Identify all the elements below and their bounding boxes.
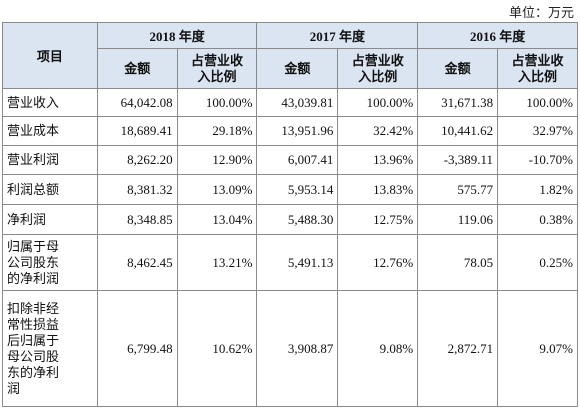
- cell: 64,042.08: [96, 88, 178, 117]
- subheader: 占营业收入比例: [176, 48, 258, 89]
- cell: 1.82%: [497, 174, 578, 205]
- cell: 10,441.62: [417, 116, 499, 146]
- finance-table: 项目 2018 年度 2017 年度 2016 年度 金额 占营业收入比例 金额 占营业收入比…: [2, 22, 578, 407]
- subheader-text: 占营业收入比例: [351, 52, 404, 84]
- row-label: 净利润: [2, 204, 98, 235]
- cell: -3,389.11: [417, 145, 499, 175]
- subheader: 金额: [256, 48, 339, 89]
- cell: 10.62%: [176, 290, 258, 407]
- cell: 8,348.85: [96, 204, 178, 235]
- subheader-row: 金额 占营业收入比例 金额 占营业收入比例 金额 占营业收入比例: [3, 48, 578, 89]
- year-header: 2017 年度: [256, 22, 419, 49]
- year-header: 2016 年度: [417, 22, 578, 49]
- item-header: 项目: [2, 22, 98, 89]
- cell: 8,462.45: [96, 234, 178, 291]
- subheader-text: 金额: [444, 60, 471, 76]
- cell: 12.75%: [337, 204, 419, 235]
- data-row: 营业成本 18,689.41 29.18% 13,951.96 32.42% 10,441…: [2, 116, 578, 146]
- cell: 12.76%: [337, 234, 419, 291]
- header-row: 项目 2018 年度 2017 年度 2016 年度: [2, 22, 578, 89]
- subheader: 占营业收入比例: [497, 48, 578, 89]
- row-label-text: 营业成本: [7, 123, 60, 138]
- subheader-text: 金额: [284, 60, 311, 76]
- cell: 9.07%: [497, 290, 578, 407]
- cell: 18,689.41: [96, 116, 178, 146]
- cell: 32.42%: [337, 116, 419, 146]
- row-label-text: 利润总额: [7, 181, 60, 197]
- subheader: 金额: [96, 48, 178, 89]
- data-row: 扣除非经常性损益后归属于母公司股东的净利润 6,799.48 10.62% 3,908…: [2, 290, 578, 407]
- cell: 0.38%: [497, 204, 578, 235]
- unit-label: 单位：万元: [508, 5, 574, 20]
- row-label: 归属于母公司股东的净利润: [2, 234, 98, 291]
- data-row: 营业利润 8,262.20 12.90% 6,007.41 13.96% -3,389.1…: [2, 145, 578, 175]
- row-label-text: 扣除非经常性损益后归属于母公司股东的净利润: [7, 300, 60, 396]
- cell: 100.00%: [337, 88, 419, 117]
- subheader-text: 占营业收入比例: [511, 52, 564, 84]
- cell: 6,799.48: [96, 290, 178, 407]
- cell: 29.18%: [176, 116, 258, 146]
- cell: 5,953.14: [256, 174, 339, 205]
- cell: 13.21%: [176, 234, 258, 291]
- subheader-text: 占营业收入比例: [191, 52, 244, 84]
- row-label-text: 营业收入: [7, 94, 60, 110]
- data-row: 归属于母公司股东的净利润 8,462.45 13.21% 5,491.13 12.76%…: [2, 234, 578, 291]
- cell: 2,872.71: [417, 290, 499, 407]
- cell: 8,262.20: [96, 145, 178, 175]
- data-row: 营业收入 64,042.08 100.00% 43,039.81 100.00% 31,6…: [2, 88, 578, 117]
- cell: 5,491.13: [256, 234, 339, 291]
- subheader: 金额: [417, 48, 499, 89]
- cell: 31,671.38: [417, 88, 499, 117]
- row-label-text: 净利润: [7, 211, 47, 227]
- row-label: 营业收入: [2, 88, 98, 117]
- cell: 13.96%: [337, 145, 419, 175]
- cell: -10.70%: [497, 145, 578, 175]
- cell: 13.04%: [176, 204, 258, 235]
- cell: 43,039.81: [256, 88, 339, 117]
- row-label: 利润总额: [2, 174, 98, 205]
- cell: 100.00%: [497, 88, 578, 117]
- cell: 6,007.41: [256, 145, 339, 175]
- row-label-text: 归属于母公司股东的净利润: [7, 238, 60, 286]
- subheader: 占营业收入比例: [337, 48, 419, 89]
- year-header: 2018 年度: [96, 22, 258, 49]
- subheader-text: 金额: [124, 60, 151, 76]
- data-row: 净利润 8,348.85 13.04% 5,488.30 12.75% 119.06 0.3…: [2, 204, 578, 235]
- cell: 8,381.32: [96, 174, 178, 205]
- cell: 5,488.30: [256, 204, 339, 235]
- cell: 119.06: [417, 204, 499, 235]
- cell: 12.90%: [176, 145, 258, 175]
- cell: 9.08%: [337, 290, 419, 407]
- row-label: 营业利润: [2, 145, 98, 175]
- cell: 3,908.87: [256, 290, 339, 407]
- cell: 100.00%: [176, 88, 258, 117]
- cell: 13.83%: [337, 174, 419, 205]
- row-label: 营业成本: [2, 116, 98, 146]
- cell: 13,951.96: [256, 116, 339, 146]
- row-label-text: 营业利润: [7, 152, 60, 167]
- cell: 13.09%: [176, 174, 258, 205]
- cell: 32.97%: [497, 116, 578, 146]
- cell: 575.77: [417, 174, 499, 205]
- cell: 78.05: [417, 234, 499, 291]
- row-label: 扣除非经常性损益后归属于母公司股东的净利润: [2, 290, 98, 407]
- data-row: 利润总额 8,381.32 13.09% 5,953.14 13.83% 575.77 1.…: [2, 174, 578, 205]
- cell: 0.25%: [497, 234, 578, 291]
